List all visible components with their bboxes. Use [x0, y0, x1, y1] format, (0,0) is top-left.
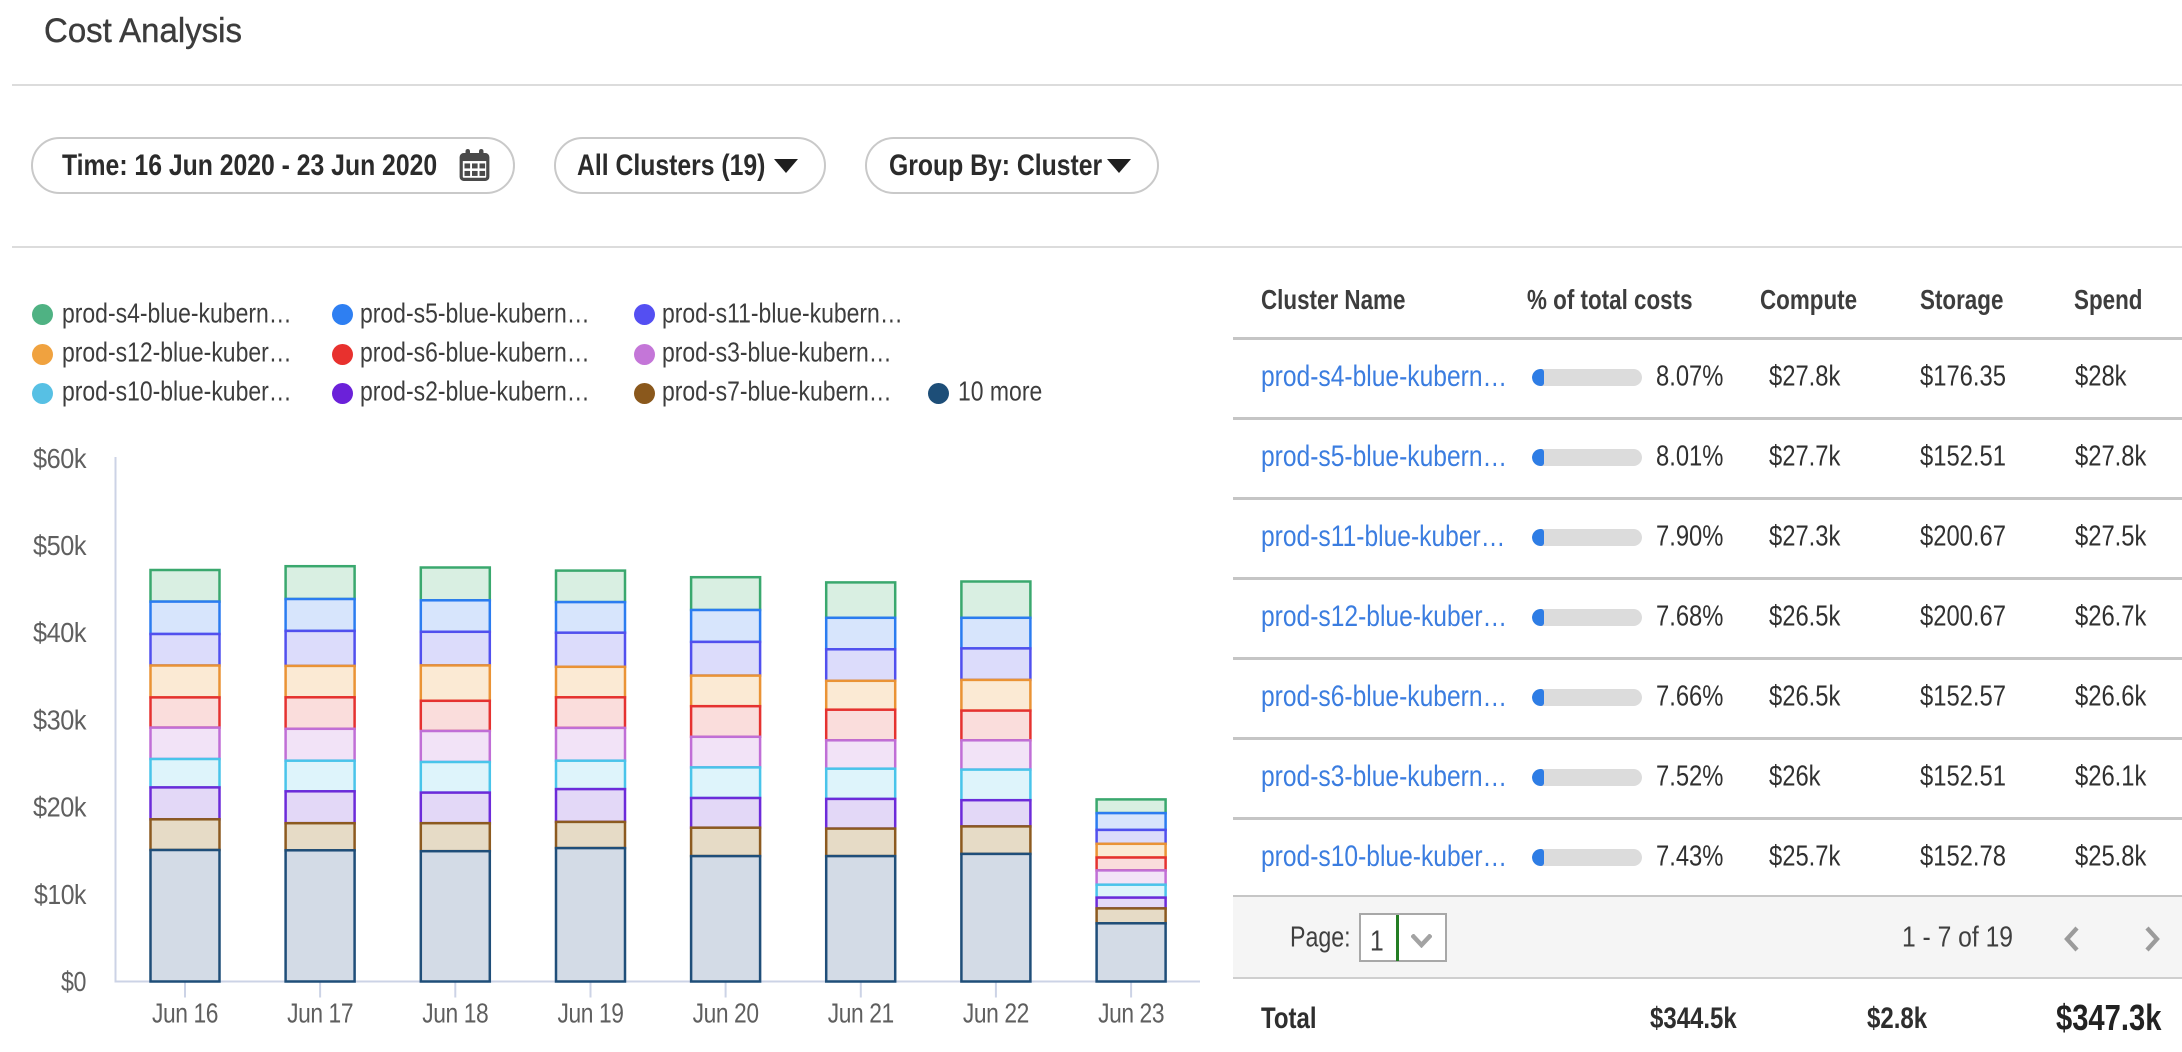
- svg-text:$30k: $30k: [33, 704, 87, 735]
- svg-text:Jun 19: Jun 19: [558, 998, 624, 1029]
- svg-text:$0: $0: [61, 966, 86, 997]
- svg-text:Jun 23: Jun 23: [1098, 998, 1164, 1029]
- svg-text:Jun 18: Jun 18: [422, 998, 488, 1029]
- svg-text:$10k: $10k: [34, 879, 87, 910]
- svg-text:$60k: $60k: [33, 443, 87, 474]
- svg-text:Jun 17: Jun 17: [287, 998, 353, 1029]
- svg-text:$20k: $20k: [33, 792, 87, 823]
- svg-text:$50k: $50k: [33, 530, 87, 561]
- svg-text:Jun 21: Jun 21: [828, 998, 894, 1029]
- svg-text:Jun 22: Jun 22: [963, 998, 1029, 1029]
- svg-text:Jun 20: Jun 20: [693, 998, 759, 1029]
- svg-text:$40k: $40k: [33, 617, 87, 648]
- svg-text:Jun 16: Jun 16: [152, 998, 218, 1029]
